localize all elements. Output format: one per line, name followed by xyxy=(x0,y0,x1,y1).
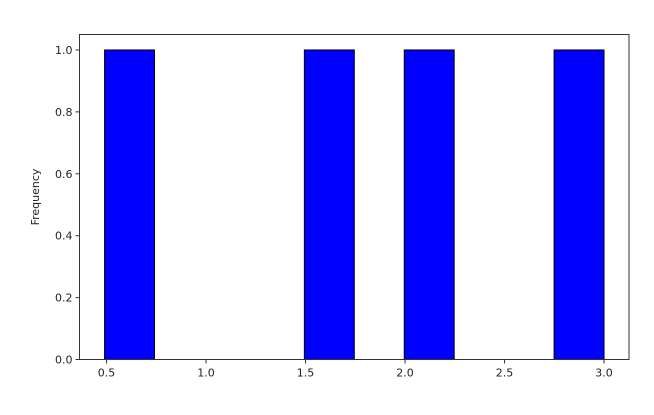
x-tick-label: 2.5 xyxy=(496,367,514,380)
bars xyxy=(104,49,605,360)
y-tick-label: 0.8 xyxy=(55,106,73,119)
x-tick-label: 3.0 xyxy=(595,367,613,380)
y-tick-label: 0.0 xyxy=(55,354,73,367)
x-axis: 0.5 1.0 1.5 2.0 2.5 3.0 xyxy=(98,359,613,380)
x-tick-label: 0.5 xyxy=(98,367,116,380)
histogram-bar xyxy=(553,49,605,360)
y-tick-label: 0.4 xyxy=(55,230,73,243)
x-tick-label: 1.5 xyxy=(297,367,315,380)
histogram-bar xyxy=(303,49,355,360)
axes-frame xyxy=(79,34,630,360)
y-axis-label: Frequency xyxy=(29,168,42,225)
y-axis: 0.0 0.2 0.4 0.6 0.8 1.0 xyxy=(55,44,80,367)
histogram-bar xyxy=(403,49,455,360)
x-tick-label: 2.0 xyxy=(396,367,414,380)
y-tick-label: 0.2 xyxy=(55,292,73,305)
y-tick-label: 1.0 xyxy=(55,44,73,57)
x-tick-label: 1.0 xyxy=(197,367,215,380)
y-tick-label: 0.6 xyxy=(55,168,73,181)
histogram-bar xyxy=(104,49,156,360)
